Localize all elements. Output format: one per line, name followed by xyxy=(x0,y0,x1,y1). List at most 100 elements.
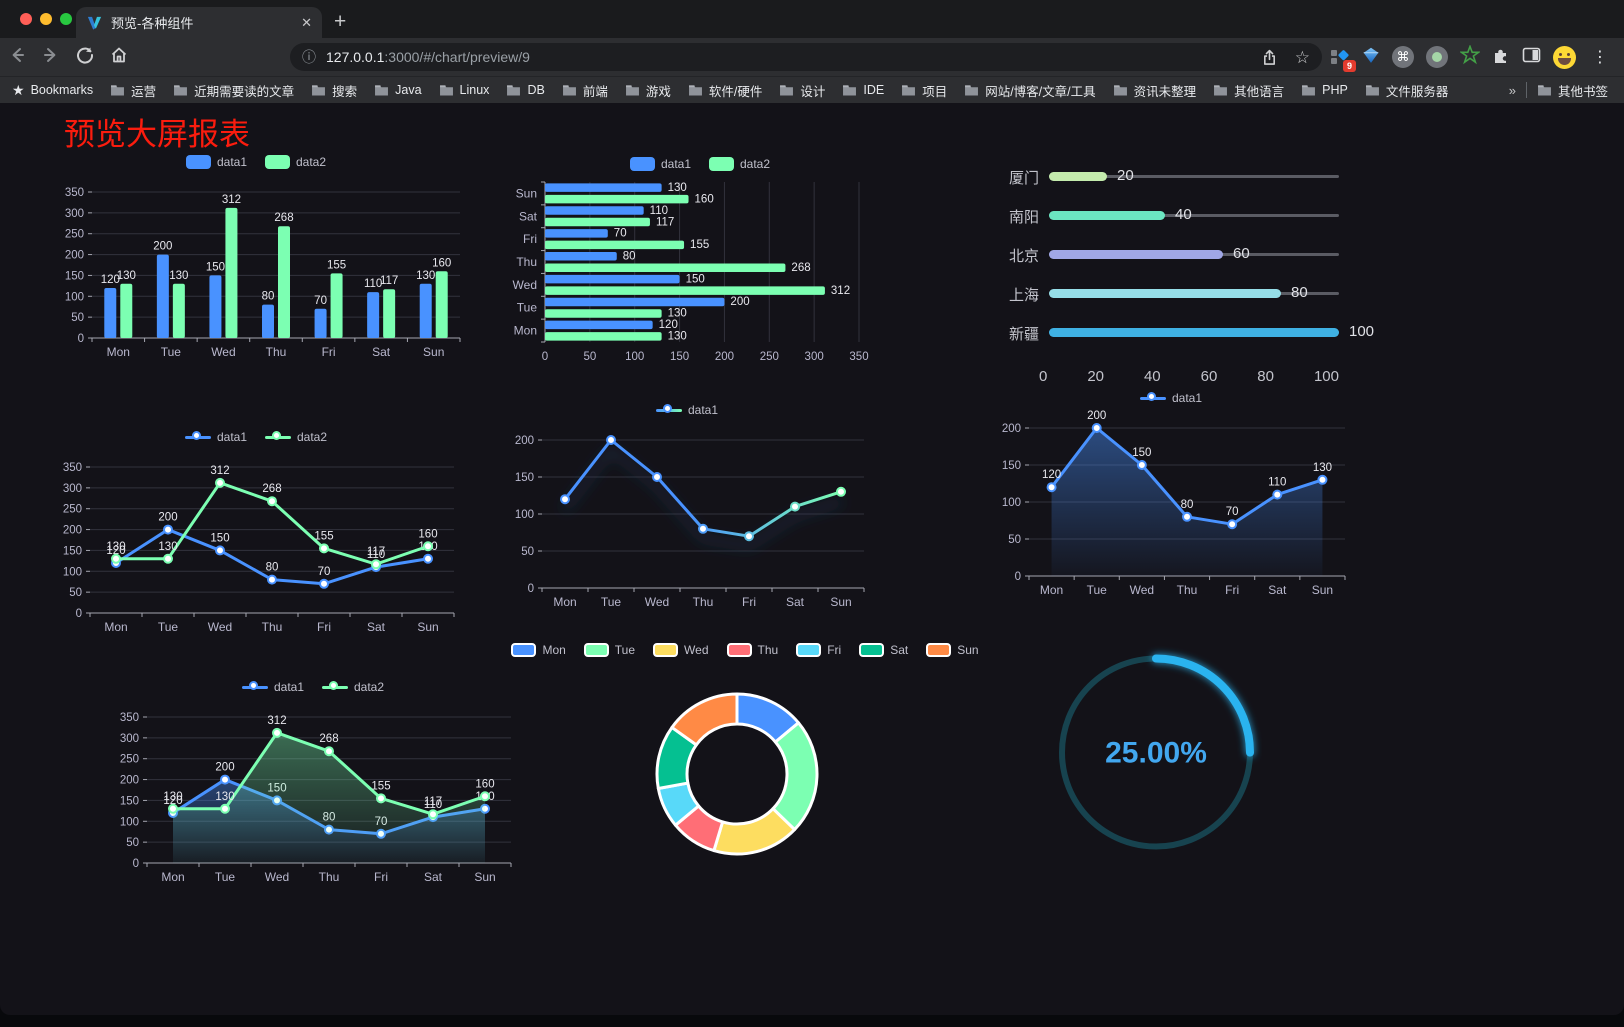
chart-legend: data1 data2 xyxy=(46,425,466,449)
legend-item[interactable]: Fri xyxy=(796,643,841,657)
browser-menu-icon[interactable]: ⋮ xyxy=(1592,49,1608,66)
progress-row[interactable]: 南阳 40 xyxy=(995,205,1375,226)
svg-text:Thu: Thu xyxy=(262,620,283,634)
chart-line-gradient[interactable]: data1 0 50 100 150 200 Mon Tue Wed Thu Fri Sat Sun xyxy=(498,398,876,614)
chart-line-dual[interactable]: data1 data2 0 50 100 150 200 250 300 350 Mon Tue Wed… xyxy=(46,425,466,639)
avatar-eye xyxy=(1567,52,1570,56)
site-favicon xyxy=(87,16,102,30)
chart-bar-horizontal[interactable]: data1 data2 0 50 100 150 200 250 300 350 Mon 120 130… xyxy=(505,152,895,368)
legend-item[interactable]: Mon xyxy=(511,643,566,657)
bookmark-item[interactable]: Linux xyxy=(439,83,489,97)
chart-line-dual-area[interactable]: data1 data2 0 50 100 150 200 250 300 350 Mon Tue Wed… xyxy=(103,675,523,889)
back-button[interactable] xyxy=(0,45,34,70)
tab-close-icon[interactable]: ✕ xyxy=(301,14,312,30)
bookmarks-label[interactable]: Bookmarks xyxy=(30,83,94,97)
legend-item[interactable]: data1 xyxy=(1139,391,1202,405)
bookmark-item[interactable]: 前端 xyxy=(562,81,608,100)
bookmark-item[interactable]: DB xyxy=(506,83,545,97)
close-window-button[interactable] xyxy=(20,13,32,25)
chart-gauge[interactable]: 25.00% xyxy=(1050,645,1262,860)
svg-text:150: 150 xyxy=(515,472,534,484)
legend-item[interactable]: data1 xyxy=(655,403,718,417)
reload-button[interactable] xyxy=(68,45,102,70)
svg-text:200: 200 xyxy=(515,435,534,447)
legend-item[interactable]: data1 xyxy=(241,680,304,694)
legend-item[interactable]: Tue xyxy=(583,643,635,657)
bookmarks-star-icon[interactable]: ★ xyxy=(12,81,25,98)
bookmark-item[interactable]: Java xyxy=(374,83,422,97)
recorder-extension-icon[interactable] xyxy=(1426,46,1448,68)
svg-text:150: 150 xyxy=(206,261,225,273)
svg-text:268: 268 xyxy=(319,733,338,745)
legend-item[interactable]: data1 xyxy=(629,157,691,171)
svg-text:Fri: Fri xyxy=(742,595,756,609)
progress-row[interactable]: 厦门 20 xyxy=(995,166,1375,187)
maximize-window-button[interactable] xyxy=(60,13,72,25)
bookmark-item[interactable]: 资讯未整理 xyxy=(1113,81,1196,100)
bookmark-star-icon[interactable]: ☆ xyxy=(1294,47,1310,67)
bookmark-item[interactable]: 设计 xyxy=(779,81,825,100)
chart-donut[interactable]: Mon Tue Wed Thu Fri Sat Sun xyxy=(511,638,979,878)
legend-item[interactable]: data2 xyxy=(322,680,384,694)
share-icon[interactable] xyxy=(1262,49,1277,66)
vue-devtools-icon[interactable] xyxy=(1362,46,1380,69)
bookmark-item[interactable]: 运营 xyxy=(110,81,156,100)
address-bar[interactable]: ⓘ 127.0.0.1:3000/#/chart/preview/9 ☆ xyxy=(290,43,1322,71)
url-host: 127.0.0.1 xyxy=(326,49,385,65)
svg-text:110: 110 xyxy=(367,549,385,561)
bookmark-item[interactable]: 搜索 xyxy=(311,81,357,100)
toolbar: ⓘ 127.0.0.1:3000/#/chart/preview/9 ☆ 9 ⌘ xyxy=(0,38,1624,76)
bookmark-item[interactable]: 软件/硬件 xyxy=(688,81,762,100)
chart-line-area[interactable]: data1 0 50 100 150 200 Mon Tue Wed Thu Fri Sat Sun 12… xyxy=(985,386,1357,602)
bookmark-item[interactable]: 网站/博客/文章/工具 xyxy=(964,81,1096,100)
bookmark-item[interactable]: 文件服务器 xyxy=(1365,81,1448,100)
titlebar: 预览-各种组件 ✕ + xyxy=(0,0,1624,38)
bookmark-item[interactable]: 近期需要读的文章 xyxy=(173,81,294,100)
svg-text:150: 150 xyxy=(65,270,84,282)
forward-button[interactable] xyxy=(34,45,68,70)
other-bookmarks-folder[interactable]: 其他书签 xyxy=(1537,81,1608,100)
svg-text:Mon: Mon xyxy=(514,324,537,338)
legend-item[interactable]: Wed xyxy=(653,643,709,657)
extension-badge: 9 xyxy=(1342,60,1356,72)
chart-canvas: 0 50 100 150 200 Mon Tue Wed Thu Fri Sat Sun 120 200 1… xyxy=(1002,410,1346,597)
legend-item[interactable]: data1 xyxy=(185,155,247,169)
extensions-puzzle-icon[interactable] xyxy=(1492,46,1510,69)
legend-item[interactable]: Sun xyxy=(926,643,979,657)
svg-text:0: 0 xyxy=(1015,571,1021,583)
bookmark-item[interactable]: PHP xyxy=(1301,83,1348,97)
extension-grid-icon[interactable]: 9 xyxy=(1330,47,1356,72)
browser-tab[interactable]: 预览-各种组件 ✕ xyxy=(76,7,322,38)
bookmark-item[interactable]: 游戏 xyxy=(625,81,671,100)
svg-text:160: 160 xyxy=(475,778,494,790)
svg-text:200: 200 xyxy=(63,525,82,537)
green-star-extension-icon[interactable] xyxy=(1459,43,1481,70)
command-extension-icon[interactable]: ⌘ xyxy=(1392,46,1414,68)
svg-text:Thu: Thu xyxy=(516,255,537,269)
chart-bar-vertical[interactable]: data1 data2 0 50 100 150 200 250 300 350 Mon Tue Wed… xyxy=(46,150,466,364)
legend-item[interactable]: data2 xyxy=(265,155,326,169)
svg-text:250: 250 xyxy=(120,754,139,766)
side-panel-icon[interactable] xyxy=(1522,46,1541,69)
chart-progress-bars[interactable]: 厦门 20 南阳 40 北京 60 上海 80 新疆 100 0 20 40 60 80 100 xyxy=(995,150,1375,390)
bookmarks-overflow-chevron[interactable]: » xyxy=(1508,82,1516,98)
legend-item[interactable]: Thu xyxy=(726,643,778,657)
minimize-window-button[interactable] xyxy=(40,13,52,25)
home-button[interactable] xyxy=(102,45,136,70)
legend-item[interactable]: data2 xyxy=(709,157,770,171)
progress-row[interactable]: 上海 80 xyxy=(995,283,1375,304)
site-info-icon[interactable]: ⓘ xyxy=(302,49,316,65)
bookmark-item[interactable]: 其他语言 xyxy=(1213,81,1284,100)
progress-row[interactable]: 北京 60 xyxy=(995,244,1375,265)
bookmark-item[interactable]: 项目 xyxy=(901,81,947,100)
legend-item[interactable]: data2 xyxy=(265,430,327,444)
profile-avatar[interactable] xyxy=(1553,45,1576,69)
legend-item[interactable]: data1 xyxy=(184,430,247,444)
progress-row[interactable]: 新疆 100 xyxy=(1008,323,1375,343)
legend-item[interactable]: Sat xyxy=(859,643,908,657)
folder-icon xyxy=(1538,85,1551,96)
svg-text:155: 155 xyxy=(314,530,333,542)
bookmark-item[interactable]: IDE xyxy=(842,83,884,97)
new-tab-button[interactable]: + xyxy=(334,10,347,33)
svg-text:Sat: Sat xyxy=(519,209,538,223)
